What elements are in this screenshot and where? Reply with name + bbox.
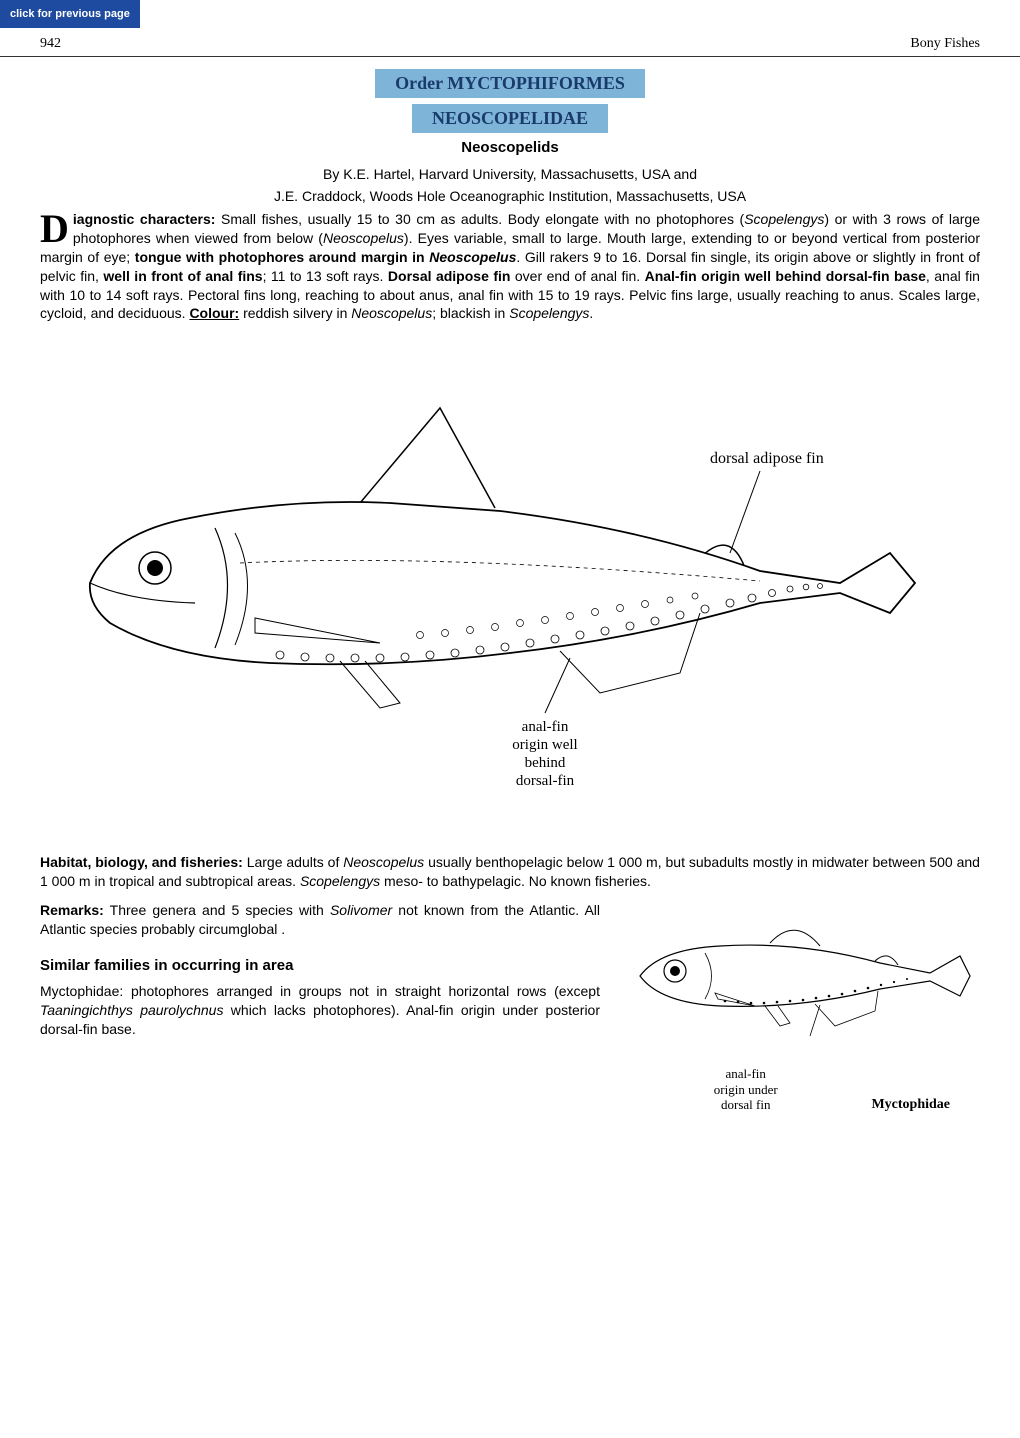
habitat-g1: Neoscopelus: [343, 854, 424, 870]
habitat-t3: meso- to bathypelagic. No known fisherie…: [380, 873, 651, 889]
habitat-g2: Scopelengys: [300, 873, 380, 889]
similar-paragraph: Myctophidae: photophores arranged in gro…: [40, 982, 600, 1039]
label-anal-l5: base: [532, 791, 559, 793]
authors-line1: By K.E. Hartel, Harvard University, Mass…: [40, 166, 980, 182]
diag-t8: reddish silvery in: [239, 305, 351, 321]
mycto-label-l2: origin under: [620, 1082, 871, 1098]
order-banner: Order MYCTOPHIFORMES: [375, 69, 645, 98]
habitat-lead: Habitat, biology, and fisheries:: [40, 854, 243, 870]
diag-b4: Anal-fin origin well behind dorsal-fin b…: [645, 268, 926, 284]
diag-g3: Neoscopelus: [429, 249, 516, 265]
diag-t5: ; 11 to 13 soft rays.: [263, 268, 388, 284]
diag-lead: iagnostic characters:: [73, 211, 216, 227]
diag-t10: .: [589, 305, 593, 321]
diag-t6: over end of anal fin.: [510, 268, 644, 284]
main-fish-illustration: dorsal adipose fin: [40, 353, 980, 793]
page-number: 942: [40, 36, 61, 52]
section-label: Bony Fishes: [910, 36, 980, 52]
mycto-label-l1: anal-fin: [620, 1066, 871, 1082]
dropcap: D: [40, 210, 73, 246]
common-name: Neoscopelids: [40, 139, 980, 156]
diag-b2: well in front of anal fins: [103, 268, 262, 284]
similar-g1: Taaningichthys paurolychnus: [40, 1002, 223, 1018]
diag-t1: Small fishes, usually 15 to 30 cm as adu…: [215, 211, 744, 227]
mycto-label-l3: dorsal fin: [620, 1097, 871, 1113]
label-adipose: dorsal adipose fin: [710, 450, 824, 467]
similar-heading: Similar families in occurring in area: [40, 957, 600, 974]
authors-line2: J.E. Craddock, Woods Hole Oceanographic …: [40, 188, 980, 204]
remarks-paragraph: Remarks: Three genera and 5 species with…: [40, 901, 600, 939]
myctophidae-figure: anal-fin origin under dorsal fin Myctoph…: [620, 901, 980, 1113]
remarks-g1: Solivomer: [330, 902, 392, 918]
diag-g4: Neoscopelus: [351, 305, 432, 321]
label-anal-l1: anal-fin: [522, 719, 569, 735]
remarks-lead: Remarks:: [40, 902, 104, 918]
label-anal-l2: origin well: [512, 737, 577, 753]
habitat-paragraph: Habitat, biology, and fisheries: Large a…: [40, 853, 980, 891]
diag-b3: Dorsal adipose fin: [388, 268, 511, 284]
family-banner: NEOSCOPELIDAE: [412, 104, 608, 133]
label-anal-l4: dorsal-fin: [516, 773, 575, 789]
remarks-t1: Three genera and 5 species with: [104, 902, 330, 918]
mycto-caption: Myctophidae: [871, 1097, 980, 1113]
diag-t9: ; blackish in: [432, 305, 509, 321]
label-anal-l3: behind: [525, 755, 566, 771]
habitat-t1: Large adults of: [243, 854, 343, 870]
diag-colour-label: Colour:: [189, 305, 239, 321]
diag-g1: Scopelengys: [744, 211, 824, 227]
similar-t1: Myctophidae: photophores arranged in gro…: [40, 983, 600, 999]
diag-g2: Neoscopelus: [323, 230, 404, 246]
diag-g5: Scopelengys: [509, 305, 589, 321]
diag-b1: tongue with photophores around margin in: [135, 249, 429, 265]
diagnostic-paragraph: Diagnostic characters: Small fishes, usu…: [40, 210, 980, 323]
page-header: 942 Bony Fishes: [0, 28, 1020, 57]
prev-page-button[interactable]: click for previous page: [0, 0, 140, 28]
